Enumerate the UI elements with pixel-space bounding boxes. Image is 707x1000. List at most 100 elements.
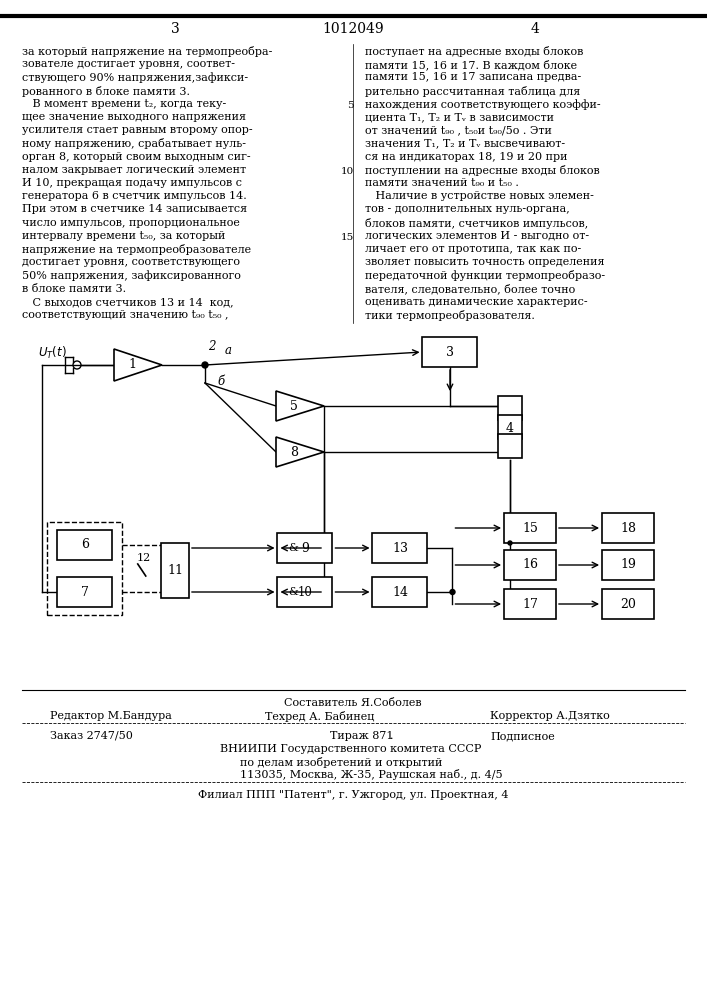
Text: интервалу времени t₅₀, за который: интервалу времени t₅₀, за который	[22, 231, 226, 241]
Text: оценивать динамические характерис-: оценивать динамические характерис-	[365, 297, 588, 307]
Text: тов - дополнительных нуль-органа,: тов - дополнительных нуль-органа,	[365, 204, 570, 214]
Text: соответствующий значению t₉₀ t₅₀ ,: соответствующий значению t₉₀ t₅₀ ,	[22, 310, 228, 320]
Text: $U_T(t)$: $U_T(t)$	[38, 345, 67, 361]
FancyBboxPatch shape	[504, 550, 556, 580]
Text: памяти 15, 16 и 17 записана предва-: памяти 15, 16 и 17 записана предва-	[365, 72, 581, 82]
Text: 18: 18	[620, 522, 636, 534]
FancyBboxPatch shape	[278, 577, 332, 607]
FancyBboxPatch shape	[57, 530, 112, 560]
Text: &: &	[288, 587, 298, 597]
Text: рованного в блоке памяти 3.: рованного в блоке памяти 3.	[22, 86, 190, 97]
Text: 9: 9	[301, 542, 309, 554]
Text: 4: 4	[506, 422, 514, 436]
Text: 7: 7	[81, 585, 89, 598]
Text: 1: 1	[128, 359, 136, 371]
Text: достигает уровня, соответствующего: достигает уровня, соответствующего	[22, 257, 240, 267]
FancyBboxPatch shape	[278, 533, 332, 563]
Text: от значений t₉₀ , t₅₀и t₉₀/5о . Эти: от значений t₉₀ , t₅₀и t₉₀/5о . Эти	[365, 125, 552, 135]
FancyBboxPatch shape	[498, 415, 522, 439]
Text: зволяет повысить точность определения: зволяет повысить точность определения	[365, 257, 604, 267]
Text: циента T₁, T₂ и Tᵥ в зависимости: циента T₁, T₂ и Tᵥ в зависимости	[365, 112, 554, 122]
Text: усилителя стает равным второму опор-: усилителя стает равным второму опор-	[22, 125, 252, 135]
Text: 3: 3	[446, 346, 454, 359]
Text: 1012049: 1012049	[322, 22, 384, 36]
FancyBboxPatch shape	[602, 550, 654, 580]
Text: нахождения соответствующего коэффи-: нахождения соответствующего коэффи-	[365, 99, 601, 110]
Text: a: a	[225, 344, 232, 357]
Text: Техред А. Бабинец: Техред А. Бабинец	[265, 710, 375, 722]
Text: В момент времени t₂, когда теку-: В момент времени t₂, когда теку-	[22, 99, 226, 109]
FancyBboxPatch shape	[161, 542, 189, 597]
Text: 12: 12	[136, 553, 151, 563]
Polygon shape	[276, 391, 324, 421]
Text: число импульсов, пропорциональное: число импульсов, пропорциональное	[22, 218, 240, 228]
Text: тики термопреобразователя.: тики термопреобразователя.	[365, 310, 535, 321]
Text: поступает на адресные входы блоков: поступает на адресные входы блоков	[365, 46, 583, 57]
Text: генератора 6 в счетчик импульсов 14.: генератора 6 в счетчик импульсов 14.	[22, 191, 247, 201]
Text: блоков памяти, счетчиков импульсов,: блоков памяти, счетчиков импульсов,	[365, 218, 588, 229]
Text: зователе достигает уровня, соответ-: зователе достигает уровня, соответ-	[22, 59, 235, 69]
Text: налом закрывает логический элемент: налом закрывает логический элемент	[22, 165, 246, 175]
Text: При этом в счетчике 14 записывается: При этом в счетчике 14 записывается	[22, 204, 247, 214]
Circle shape	[202, 362, 208, 368]
Text: Заказ 2747/50: Заказ 2747/50	[50, 731, 133, 741]
FancyBboxPatch shape	[57, 577, 112, 607]
Text: Филиал ППП "Патент", г. Ужгород, ул. Проектная, 4: Филиал ППП "Патент", г. Ужгород, ул. Про…	[198, 790, 508, 800]
Text: 50% напряжения, зафиксированного: 50% напряжения, зафиксированного	[22, 270, 241, 281]
Text: поступлении на адресные входы блоков: поступлении на адресные входы блоков	[365, 165, 600, 176]
Text: передаточной функции термопреобразо-: передаточной функции термопреобразо-	[365, 270, 605, 281]
Text: 16: 16	[522, 558, 538, 572]
Text: .: .	[390, 731, 394, 741]
FancyBboxPatch shape	[602, 589, 654, 619]
Circle shape	[450, 589, 455, 594]
Text: Тираж 871: Тираж 871	[330, 731, 394, 741]
Text: Корректор А.Дзятко: Корректор А.Дзятко	[490, 711, 609, 721]
Polygon shape	[276, 437, 324, 467]
Text: 15: 15	[341, 233, 354, 242]
Text: Редактор М.Бандура: Редактор М.Бандура	[50, 711, 172, 721]
Text: Составитель Я.Соболев: Составитель Я.Соболев	[284, 698, 422, 708]
Text: 11: 11	[167, 564, 183, 576]
Text: логических элементов И - выгодно от-: логических элементов И - выгодно от-	[365, 231, 589, 241]
FancyBboxPatch shape	[602, 513, 654, 543]
Text: памяти значений t₉₀ и t₅₀ .: памяти значений t₉₀ и t₅₀ .	[365, 178, 519, 188]
Text: 4: 4	[530, 22, 539, 36]
Text: 3: 3	[170, 22, 180, 36]
Text: рительно рассчитанная таблица для: рительно рассчитанная таблица для	[365, 86, 580, 97]
Text: &: &	[288, 543, 298, 553]
Text: за который напряжение на термопреобра-: за который напряжение на термопреобра-	[22, 46, 272, 57]
Text: ВНИИПИ Государственного комитета СССР: ВНИИПИ Государственного комитета СССР	[220, 744, 481, 754]
Text: 5: 5	[347, 101, 354, 110]
Text: 20: 20	[620, 597, 636, 610]
Text: ся на индикаторах 18, 19 и 20 при: ся на индикаторах 18, 19 и 20 при	[365, 152, 568, 162]
FancyBboxPatch shape	[498, 396, 522, 420]
Polygon shape	[114, 349, 162, 381]
Text: б: б	[217, 375, 224, 388]
Text: С выходов счетчиков 13 и 14  код,: С выходов счетчиков 13 и 14 код,	[22, 297, 233, 307]
Text: значения T₁, T₂ и Tᵥ высвечивают-: значения T₁, T₂ и Tᵥ высвечивают-	[365, 138, 565, 148]
Text: 113035, Москва, Ж-35, Раушская наб., д. 4/5: 113035, Москва, Ж-35, Раушская наб., д. …	[240, 770, 503, 780]
FancyBboxPatch shape	[498, 434, 522, 458]
Text: ствующего 90% напряжения,зафикси-: ствующего 90% напряжения,зафикси-	[22, 72, 248, 83]
FancyBboxPatch shape	[373, 533, 428, 563]
FancyBboxPatch shape	[504, 589, 556, 619]
Text: орган 8, который своим выходным сиг-: орган 8, который своим выходным сиг-	[22, 152, 250, 162]
Text: 10: 10	[298, 585, 312, 598]
Text: Наличие в устройстве новых элемен-: Наличие в устройстве новых элемен-	[365, 191, 594, 201]
Text: 17: 17	[522, 597, 538, 610]
Text: вателя, следовательно, более точно: вателя, следовательно, более точно	[365, 284, 575, 294]
Text: Подписное: Подписное	[490, 731, 555, 741]
Text: 15: 15	[522, 522, 538, 534]
Text: 13: 13	[392, 542, 408, 554]
Text: 19: 19	[620, 558, 636, 572]
Text: по делам изобретений и открытий: по делам изобретений и открытий	[240, 756, 443, 768]
Text: И 10, прекращая подачу импульсов с: И 10, прекращая подачу импульсов с	[22, 178, 242, 188]
Circle shape	[508, 541, 512, 545]
Text: 6: 6	[81, 538, 89, 552]
Text: 5: 5	[290, 399, 298, 412]
Text: ному напряжению, срабатывает нуль-: ному напряжению, срабатывает нуль-	[22, 138, 246, 149]
Text: 8: 8	[290, 446, 298, 458]
FancyBboxPatch shape	[423, 337, 477, 367]
FancyBboxPatch shape	[504, 513, 556, 543]
Text: 10: 10	[341, 167, 354, 176]
